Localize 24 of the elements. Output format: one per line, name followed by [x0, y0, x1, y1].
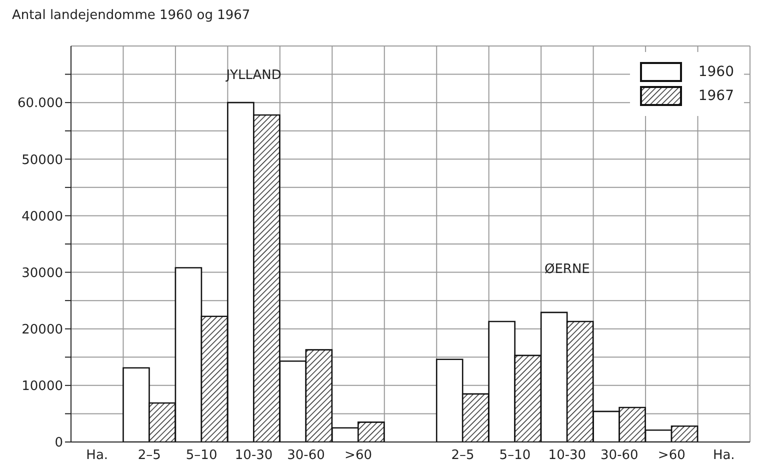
x-tick-label: 5–10: [186, 448, 218, 464]
x-tick-label: 10-30: [234, 448, 273, 464]
x-tick-label: 2–5: [451, 448, 474, 464]
x-tick-label: >60: [658, 448, 686, 464]
y-tick-label: 60.000: [18, 96, 63, 112]
chart-title: Antal landejendomme 1960 og 1967: [12, 8, 250, 23]
x-tick-label: 2–5: [138, 448, 161, 464]
x-tick-label: >60: [344, 448, 372, 464]
legend-label: 1967: [698, 88, 734, 104]
x-tick-label: 10-30: [548, 448, 586, 464]
x-tick-label: 30-60: [600, 448, 638, 464]
x-tick-label: Ha.: [712, 448, 735, 464]
y-tick-label: 0: [54, 436, 63, 451]
annotation: JYLLAND: [224, 68, 282, 84]
x-tick-label: Ha.: [86, 448, 108, 464]
y-tick-label: 40000: [22, 209, 63, 224]
y-tick-label: 20000: [22, 322, 63, 338]
x-tick-label: 30-60: [287, 448, 325, 464]
y-tick-label: 50000: [22, 152, 63, 168]
y-tick-label: 30000: [22, 266, 63, 281]
y-tick-label: 10000: [22, 379, 63, 394]
legend-label: 1960: [698, 64, 734, 80]
x-tick-label: 5–10: [499, 448, 531, 464]
annotation: ØERNE: [543, 262, 591, 278]
